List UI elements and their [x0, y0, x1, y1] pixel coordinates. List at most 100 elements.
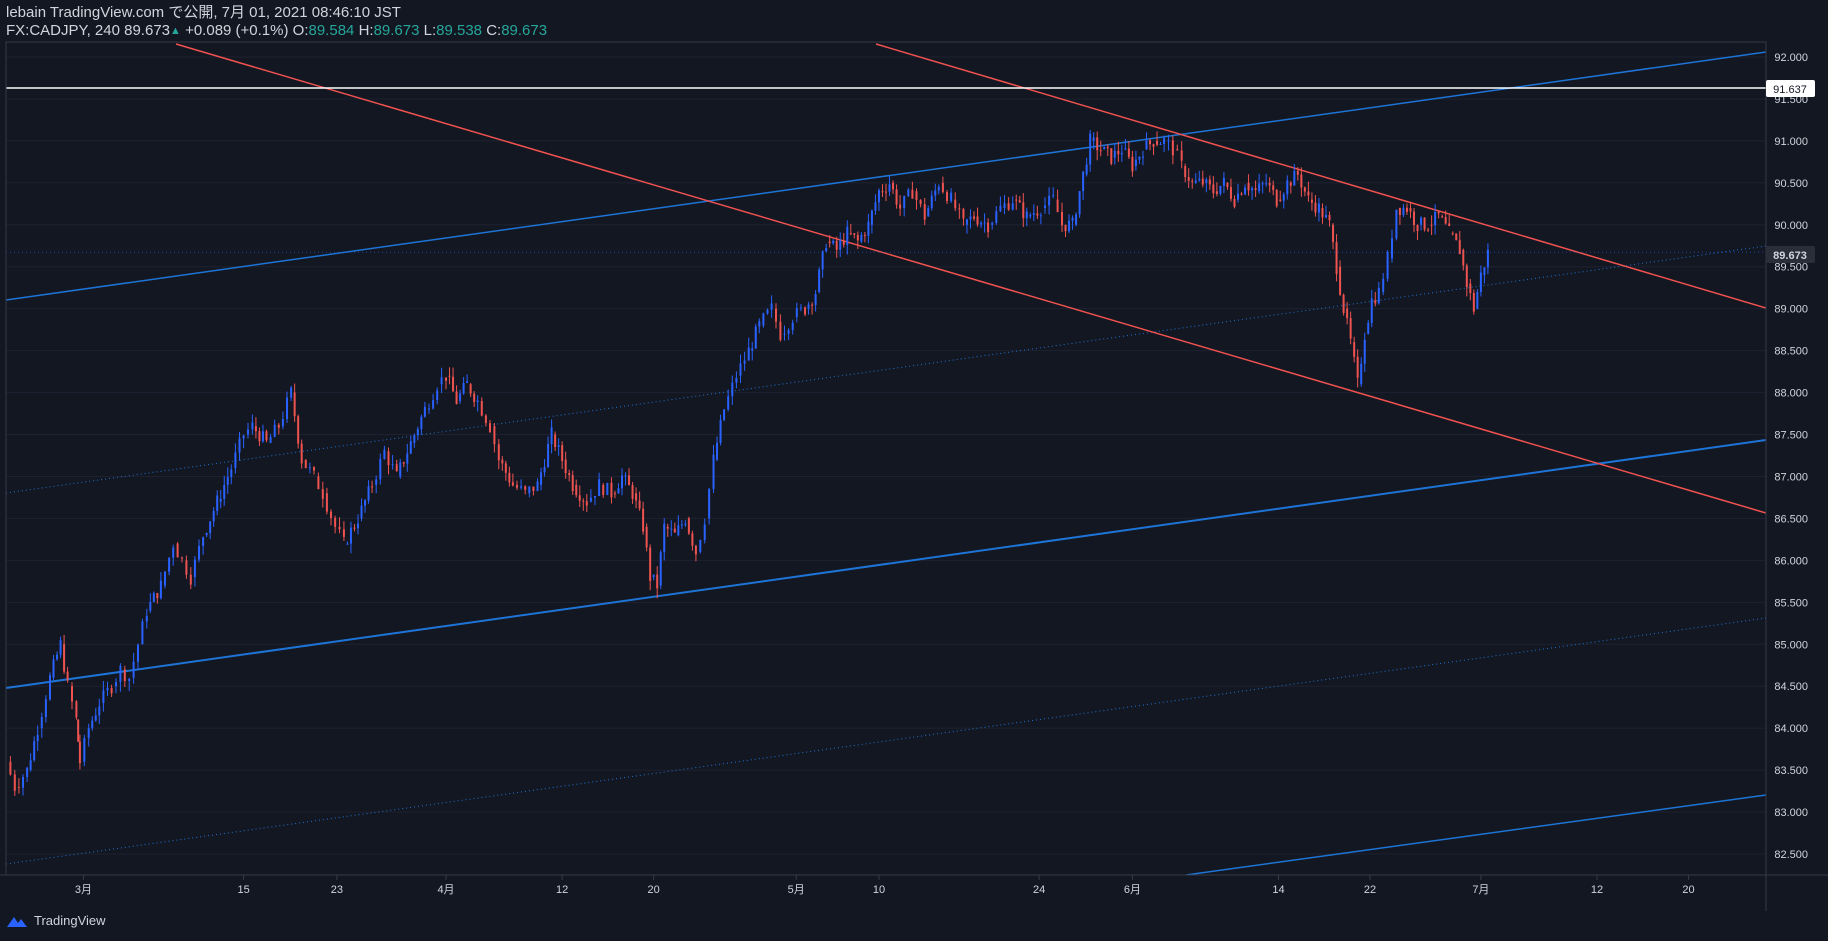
- candle-body: [1386, 252, 1389, 279]
- price-tick-label: 85.500: [1774, 597, 1808, 609]
- candle-body: [1048, 195, 1051, 206]
- symbol-label[interactable]: FX:CADJPY, 240: [6, 22, 120, 39]
- candle-body: [1405, 207, 1408, 212]
- candle-body: [691, 533, 694, 546]
- candle-body: [330, 511, 333, 518]
- candle-body: [115, 682, 117, 687]
- candle-body: [907, 189, 910, 196]
- candle-body: [98, 706, 101, 716]
- candle-body: [804, 307, 807, 315]
- candle-body: [1265, 183, 1268, 185]
- candle-body: [849, 233, 852, 235]
- candle-body: [406, 453, 409, 464]
- candle-body: [1025, 211, 1028, 219]
- candle-body: [1201, 178, 1204, 185]
- candle-body: [1113, 150, 1116, 158]
- candle-body: [719, 419, 722, 443]
- candle-body: [159, 580, 162, 599]
- candle-body: [874, 202, 877, 211]
- candle-body: [656, 574, 659, 589]
- candle-body: [9, 761, 12, 775]
- symbol-ohlc-row: FX:CADJPY, 240 89.673 ▲ +0.089 (+0.1%) O:…: [6, 22, 547, 40]
- candle-body: [528, 486, 531, 494]
- candle-body: [106, 688, 109, 691]
- candle-body: [677, 525, 680, 536]
- candle-body: [642, 508, 645, 532]
- time-tick-label: 20: [1682, 884, 1694, 896]
- candle-body: [156, 593, 159, 599]
- candle-body: [624, 475, 627, 477]
- candle-body: [779, 321, 782, 340]
- candle-body: [856, 234, 859, 241]
- candle-body: [739, 363, 742, 376]
- candle-body: [828, 241, 831, 244]
- candle-body: [1328, 215, 1331, 221]
- time-tick-label: 10: [873, 884, 885, 896]
- candle-body: [1167, 140, 1170, 142]
- candle-body: [1258, 183, 1261, 192]
- candle-body: [258, 431, 261, 442]
- candle-body: [687, 518, 690, 534]
- candle-body: [895, 189, 898, 205]
- candle-body: [1465, 265, 1468, 287]
- candle-body: [402, 462, 405, 464]
- candle-body: [49, 675, 51, 700]
- blue-channel-top-line[interactable]: [6, 51, 1766, 301]
- plot-area[interactable]: [6, 43, 1766, 875]
- last-price: 89.673: [124, 22, 171, 39]
- candle-body: [950, 192, 953, 202]
- red-trend-lower-line[interactable]: [175, 43, 1766, 514]
- candle-body: [1233, 198, 1236, 207]
- candle-body: [524, 486, 527, 490]
- footer-branding[interactable]: TradingView: [6, 913, 106, 928]
- candle-body: [1029, 214, 1032, 217]
- candle-body: [1275, 190, 1278, 207]
- candle-body: [708, 488, 711, 519]
- candle-body: [703, 524, 706, 541]
- candle-body: [712, 454, 715, 489]
- candle-body: [1325, 215, 1327, 218]
- candle-body: [958, 208, 961, 210]
- blue-channel-lowest-line[interactable]: [1185, 794, 1766, 875]
- candle-body: [1032, 213, 1035, 215]
- candle-body: [867, 221, 870, 236]
- candle-body: [379, 458, 382, 480]
- candle-body: [1423, 217, 1426, 230]
- candle-body: [1346, 308, 1349, 319]
- candle-body: [1176, 149, 1179, 151]
- candle-body: [420, 416, 423, 430]
- candle-body: [747, 347, 750, 361]
- candle-body: [317, 476, 320, 490]
- candle-body: [818, 269, 821, 292]
- candle-body: [1043, 205, 1046, 209]
- candle-body: [440, 377, 443, 385]
- candle-body: [915, 191, 918, 201]
- candle-body: [814, 294, 817, 305]
- candle-body: [1187, 177, 1190, 181]
- candle-body: [589, 497, 592, 502]
- price-axis[interactable]: 82.500 83.000 83.500 84.000 84.500 85.000 85.5…: [1774, 52, 1808, 861]
- time-axis[interactable]: 3月 15 23 4月 12 20 5月 10 24 6月 14 22 7月 12 20: [75, 875, 1695, 896]
- candle-body: [532, 486, 535, 491]
- candle-body: [1229, 187, 1232, 199]
- candle-body: [110, 688, 113, 694]
- candle-body: [145, 615, 148, 622]
- candle-body: [1222, 177, 1225, 186]
- candle-body: [77, 719, 80, 742]
- candle-body: [1247, 182, 1250, 191]
- candle-body: [436, 390, 439, 401]
- candle-body: [409, 441, 412, 454]
- blue-channel-bottom-line[interactable]: [6, 439, 1766, 689]
- candle-body: [976, 216, 979, 225]
- candle-body: [1317, 203, 1320, 213]
- candle-body: [1219, 185, 1222, 194]
- candle-body: [71, 686, 73, 702]
- blue-channel-lower-dotted-line[interactable]: [6, 617, 1766, 865]
- price-tick-label: 91.000: [1774, 136, 1808, 148]
- low-value: 89.538: [436, 22, 483, 39]
- price-tick-label: 84.500: [1774, 681, 1808, 693]
- candle-body: [839, 240, 842, 250]
- candle-body: [1061, 212, 1063, 226]
- blue-channel-mid-dotted-line[interactable]: [6, 245, 1766, 494]
